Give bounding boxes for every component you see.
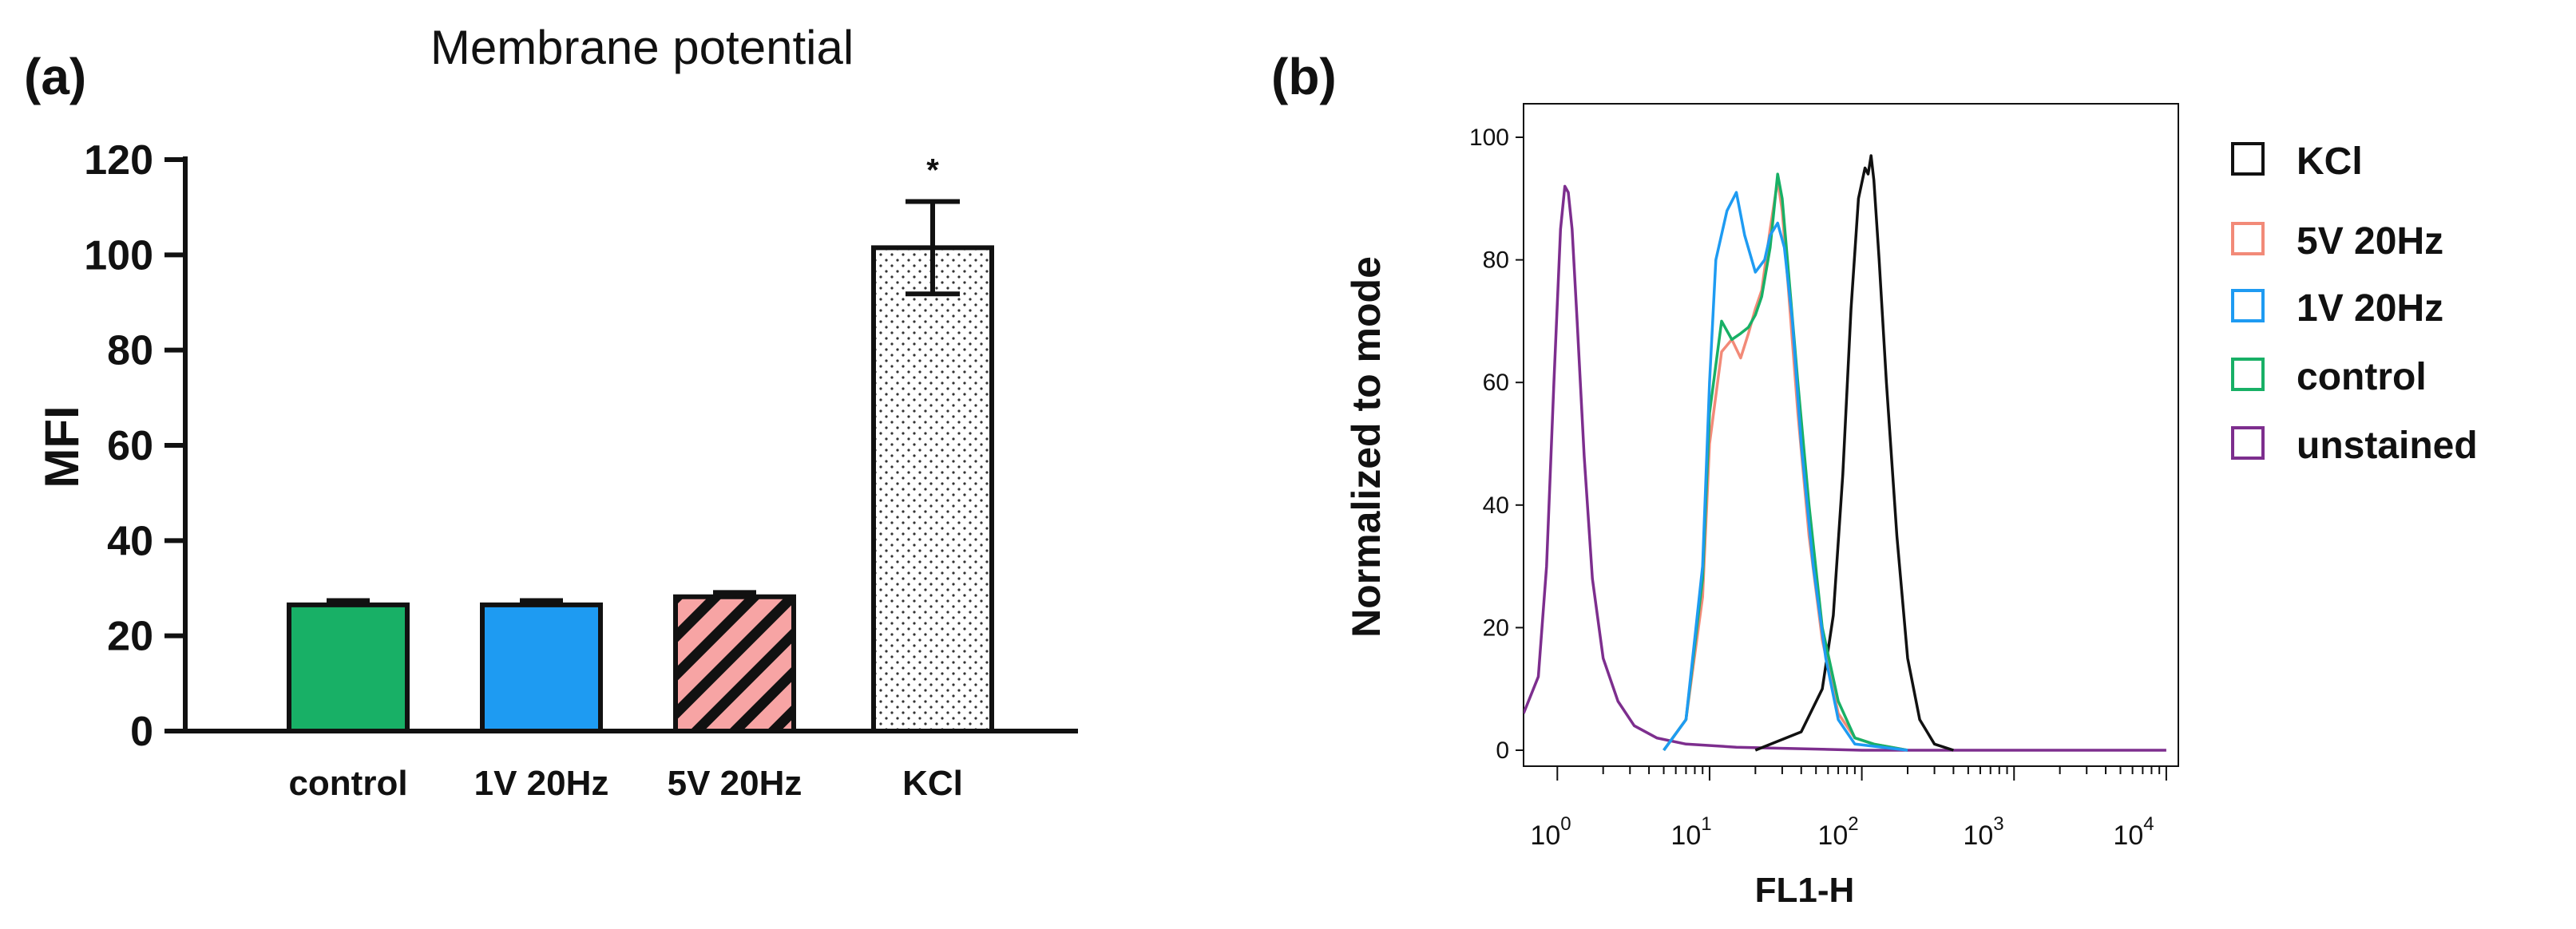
- y-tick-label: 120: [84, 137, 153, 184]
- x-tick-label: 1V 20Hz: [474, 764, 609, 803]
- legend-label: unstained: [2297, 425, 2478, 467]
- chart-b-x-ticks: 100 101 102 103 104: [1530, 766, 2167, 851]
- x-tick-label: 100: [1530, 813, 1571, 851]
- x-tick-exponent: 2: [1848, 813, 1858, 835]
- chart-a-error-bars: *: [327, 153, 960, 605]
- bar-1v-20hz: [480, 602, 603, 734]
- chart-b-y-ticks: 0 20 40 60 80 100: [1469, 125, 1524, 764]
- panel-a-label: (a): [24, 48, 86, 105]
- plot-frame: [1523, 103, 2179, 767]
- x-tick-base: 10: [2113, 820, 2143, 851]
- bar-5v-20hz: [673, 594, 796, 733]
- x-tick-label: 102: [1817, 813, 1858, 851]
- legend-swatch-control: [2231, 358, 2265, 391]
- y-tick-label: 40: [1483, 492, 1509, 519]
- legend-swatch-unstained: [2231, 426, 2265, 460]
- chart-b-x-axis-label: FL1-H: [1755, 871, 1855, 910]
- y-tick-label: 20: [107, 614, 153, 660]
- y-tick-label: 80: [107, 328, 153, 374]
- y-tick-label: 100: [84, 232, 153, 279]
- x-tick-base: 10: [1817, 820, 1848, 851]
- chart-a-y-ticks: 0 20 40 60 80 100 120: [84, 137, 185, 755]
- series-line-1v-20hz: [1663, 191, 1908, 752]
- x-tick-base: 10: [1963, 820, 1993, 851]
- legend-label: KCl: [2297, 140, 2363, 183]
- chart-a-bars: [287, 245, 994, 734]
- chart-a-x-ticks: control 1V 20Hz 5V 20Hz KCl: [288, 764, 962, 803]
- x-tick-label: control: [288, 764, 407, 803]
- x-tick-base: 10: [1530, 820, 1560, 851]
- x-tick-label: 103: [1963, 813, 2003, 851]
- x-tick-exponent: 1: [1701, 813, 1711, 835]
- y-tick-label: 20: [1483, 615, 1509, 641]
- chart-a-axes: [183, 156, 1078, 733]
- panel-b-histogram: (b) Normalized to mode FL1-H 02040608010…: [1271, 48, 2478, 910]
- series-line-kcl: [1754, 154, 1954, 752]
- x-tick-label: 5V 20Hz: [668, 764, 803, 803]
- y-tick-label: 0: [130, 709, 153, 755]
- x-tick-exponent: 3: [1993, 813, 2003, 835]
- bar-control: [287, 602, 410, 734]
- chart-b-axes: [1523, 103, 2179, 767]
- y-tick-label: 0: [1496, 737, 1509, 764]
- x-tick-exponent: 4: [2143, 813, 2154, 835]
- x-tick-exponent: 0: [1560, 813, 1571, 835]
- significance-marker: *: [926, 153, 939, 188]
- y-tick-label: 80: [1483, 247, 1509, 274]
- y-tick-label: 100: [1469, 125, 1509, 151]
- x-tick-base: 10: [1670, 820, 1701, 851]
- y-tick-label: 60: [1483, 370, 1509, 396]
- panel-a-bar-chart: (a) Membrane potential MFI 0 20 40 60 80 100 1…: [24, 21, 1078, 803]
- chart-a-title: Membrane potential: [430, 21, 854, 74]
- x-tick-label: 104: [2113, 813, 2154, 851]
- legend-label: control: [2297, 356, 2427, 398]
- chart-b-legend: KCl 5V 20Hz 1V 20Hz control unstained: [2231, 140, 2478, 467]
- panel-b-label: (b): [1271, 48, 1337, 105]
- y-tick-label: 60: [107, 423, 153, 469]
- x-tick-label: KCl: [902, 764, 963, 803]
- legend-swatch-kcl: [2231, 142, 2265, 176]
- chart-b-series-lines: [1524, 154, 2166, 752]
- chart-b-y-axis-label: Normalized to mode: [1344, 256, 1389, 638]
- series-line-unstained: [1524, 184, 2166, 752]
- y-tick-label: 40: [107, 518, 153, 564]
- legend-label: 5V 20Hz: [2297, 220, 2443, 263]
- x-tick-label: 101: [1670, 813, 1711, 851]
- legend-label: 1V 20Hz: [2297, 287, 2443, 330]
- chart-a-y-axis-label: MFI: [35, 405, 89, 488]
- legend-swatch-1v-20hz: [2231, 289, 2265, 322]
- legend-swatch-5v-20hz: [2231, 222, 2265, 255]
- series-line-control: [1663, 172, 1908, 752]
- bar-kcl: [871, 245, 994, 733]
